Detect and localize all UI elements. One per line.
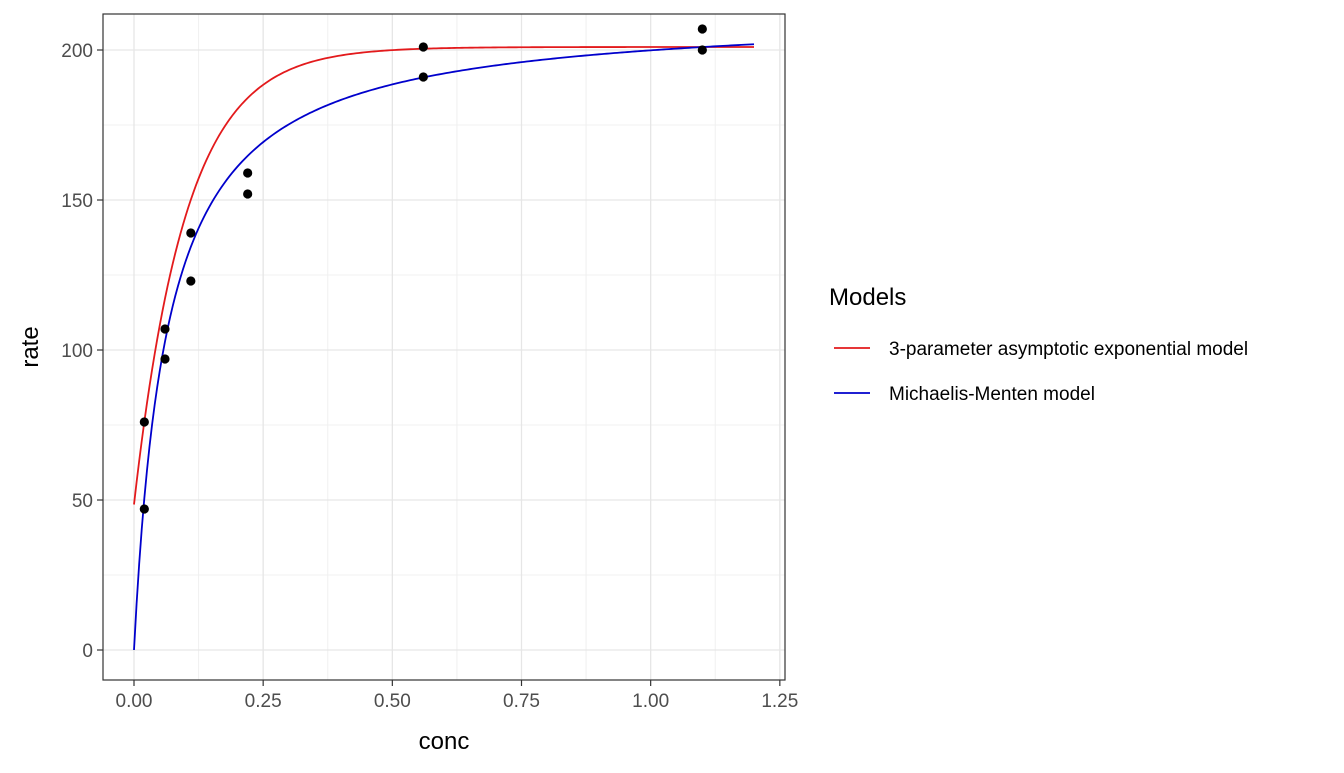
panel-background: [103, 14, 785, 680]
data-point: [160, 354, 170, 364]
model-curves: [133, 43, 755, 651]
asymptotic-curve: [133, 46, 754, 505]
data-point: [697, 24, 707, 34]
data-points: [139, 24, 707, 514]
data-point: [418, 42, 428, 52]
data-point: [186, 276, 196, 286]
data-point: [697, 45, 707, 55]
y-tick-label: 100: [61, 341, 93, 362]
panel-border: [102, 13, 786, 681]
x-axis-title: conc: [419, 728, 470, 755]
legend-title: Models: [829, 284, 906, 311]
x-axis-ticks: 0.00 0.25 0.50 0.75 1.00 1.25: [116, 680, 798, 712]
data-point: [243, 189, 253, 199]
data-point: [418, 72, 428, 82]
x-tick-label: 0.50: [374, 691, 411, 712]
x-tick-label: 1.00: [632, 691, 669, 712]
data-point: [139, 417, 149, 427]
y-tick-label: 0: [82, 641, 93, 662]
legend: Models 3-parameter asymptotic exponentia…: [829, 284, 1248, 405]
data-point: [186, 228, 196, 238]
legend-label-michaelis-menten: Michaelis-Menten model: [889, 384, 1095, 405]
x-tick-label: 0.25: [245, 691, 282, 712]
data-point: [160, 324, 170, 334]
y-tick-label: 150: [61, 191, 93, 212]
x-tick-label: 0.00: [116, 691, 153, 712]
y-tick-label: 200: [61, 41, 93, 62]
legend-label-asymptotic: 3-parameter asymptotic exponential model: [889, 339, 1248, 360]
x-tick-label: 0.75: [503, 691, 540, 712]
major-gridlines: [103, 14, 785, 680]
michaelis-menten-curve: [133, 43, 755, 651]
y-tick-label: 50: [72, 491, 93, 512]
data-point: [139, 504, 149, 514]
y-axis-title: rate: [17, 326, 44, 367]
data-point: [243, 168, 253, 178]
x-tick-label: 1.25: [761, 691, 798, 712]
minor-gridlines: [103, 14, 785, 680]
y-axis-ticks: 0 50 100 150 200: [61, 41, 103, 662]
